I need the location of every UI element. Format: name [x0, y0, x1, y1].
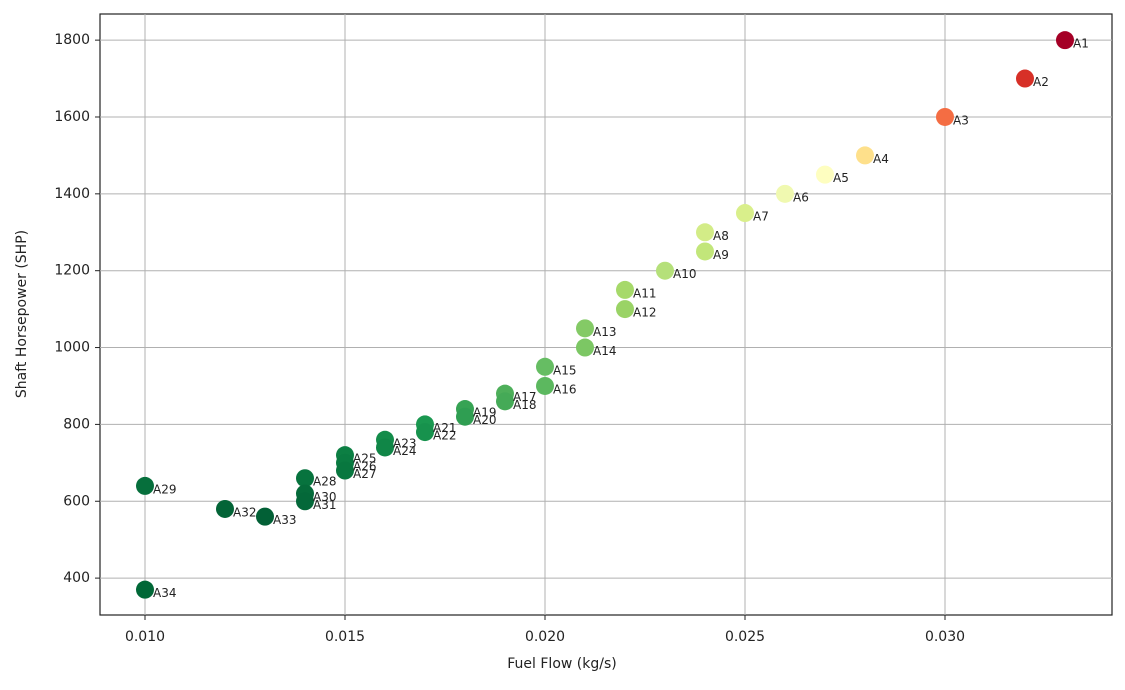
- point: [616, 280, 634, 299]
- point-label: A20: [473, 413, 496, 427]
- point: [936, 107, 954, 126]
- point: [496, 392, 514, 411]
- y-tick-label: 1200: [54, 263, 90, 279]
- point-label: A11: [633, 286, 656, 300]
- point: [1056, 31, 1074, 50]
- y-tick-label: 1600: [54, 109, 90, 125]
- point: [736, 204, 754, 223]
- point-label: A9: [713, 248, 729, 262]
- point-label: A3: [953, 113, 969, 127]
- point-label: A15: [553, 363, 576, 377]
- point-label: A23: [393, 436, 416, 450]
- point-label: A31: [313, 498, 336, 512]
- y-tick-label: 400: [63, 570, 90, 586]
- point: [136, 476, 154, 495]
- point-label: A26: [353, 459, 376, 473]
- point: [536, 376, 554, 395]
- point-label: A4: [873, 152, 889, 166]
- point-label: A2: [1033, 75, 1049, 89]
- y-tick-label: 1000: [54, 340, 90, 356]
- point-label: A27: [353, 467, 376, 481]
- point-label: A8: [713, 229, 729, 243]
- x-tick-label: 0.030: [925, 629, 965, 645]
- x-tick-label: 0.020: [525, 629, 565, 645]
- y-tick-label: 1400: [54, 186, 90, 202]
- x-tick-label: 0.015: [325, 629, 365, 645]
- point-label: A13: [593, 325, 616, 339]
- point: [696, 242, 714, 261]
- point: [296, 469, 314, 488]
- point-label: A14: [593, 344, 616, 358]
- x-tick-label: 0.025: [725, 629, 765, 645]
- point: [536, 357, 554, 376]
- point: [336, 461, 354, 480]
- point: [616, 300, 634, 319]
- point: [376, 438, 394, 457]
- x-tick-label: 0.010: [125, 629, 165, 645]
- plot-frame: [99, 13, 1113, 616]
- point: [576, 338, 594, 357]
- point: [776, 184, 794, 203]
- point: [696, 223, 714, 242]
- x-axis-label: Fuel Flow (kg/s): [507, 656, 616, 672]
- point-label: A24: [393, 444, 416, 458]
- point: [656, 261, 674, 280]
- point: [1016, 69, 1034, 88]
- point-label: A18: [513, 398, 536, 412]
- point: [296, 492, 314, 511]
- point-label: A30: [313, 490, 336, 504]
- point: [856, 146, 874, 165]
- point: [816, 165, 834, 184]
- point: [256, 507, 274, 526]
- y-tick-label: 1800: [54, 32, 90, 48]
- point-label: A25: [353, 452, 376, 466]
- point-label: A32: [233, 505, 256, 519]
- point-label: A19: [473, 406, 496, 420]
- point-label: A29: [153, 482, 176, 496]
- point-label: A21: [433, 421, 456, 435]
- point: [136, 580, 154, 599]
- y-tick-label: 800: [63, 416, 90, 432]
- y-tick-label: 600: [63, 493, 90, 509]
- y-axis-label: Shaft Horsepower (SHP): [14, 230, 30, 398]
- point-label: A7: [753, 210, 769, 224]
- point-label: A33: [273, 513, 296, 527]
- point-label: A28: [313, 475, 336, 489]
- point-label: A10: [673, 267, 696, 281]
- point: [456, 407, 474, 426]
- point-label: A6: [793, 190, 809, 204]
- point: [216, 499, 234, 518]
- point: [576, 319, 594, 338]
- point-label: A17: [513, 390, 536, 404]
- point-label: A16: [553, 382, 576, 396]
- point-label: A22: [433, 429, 456, 443]
- point-label: A34: [153, 586, 176, 600]
- point-label: A12: [633, 306, 656, 320]
- point-label: A1: [1073, 37, 1089, 51]
- point-label: A5: [833, 171, 849, 185]
- point: [416, 423, 434, 442]
